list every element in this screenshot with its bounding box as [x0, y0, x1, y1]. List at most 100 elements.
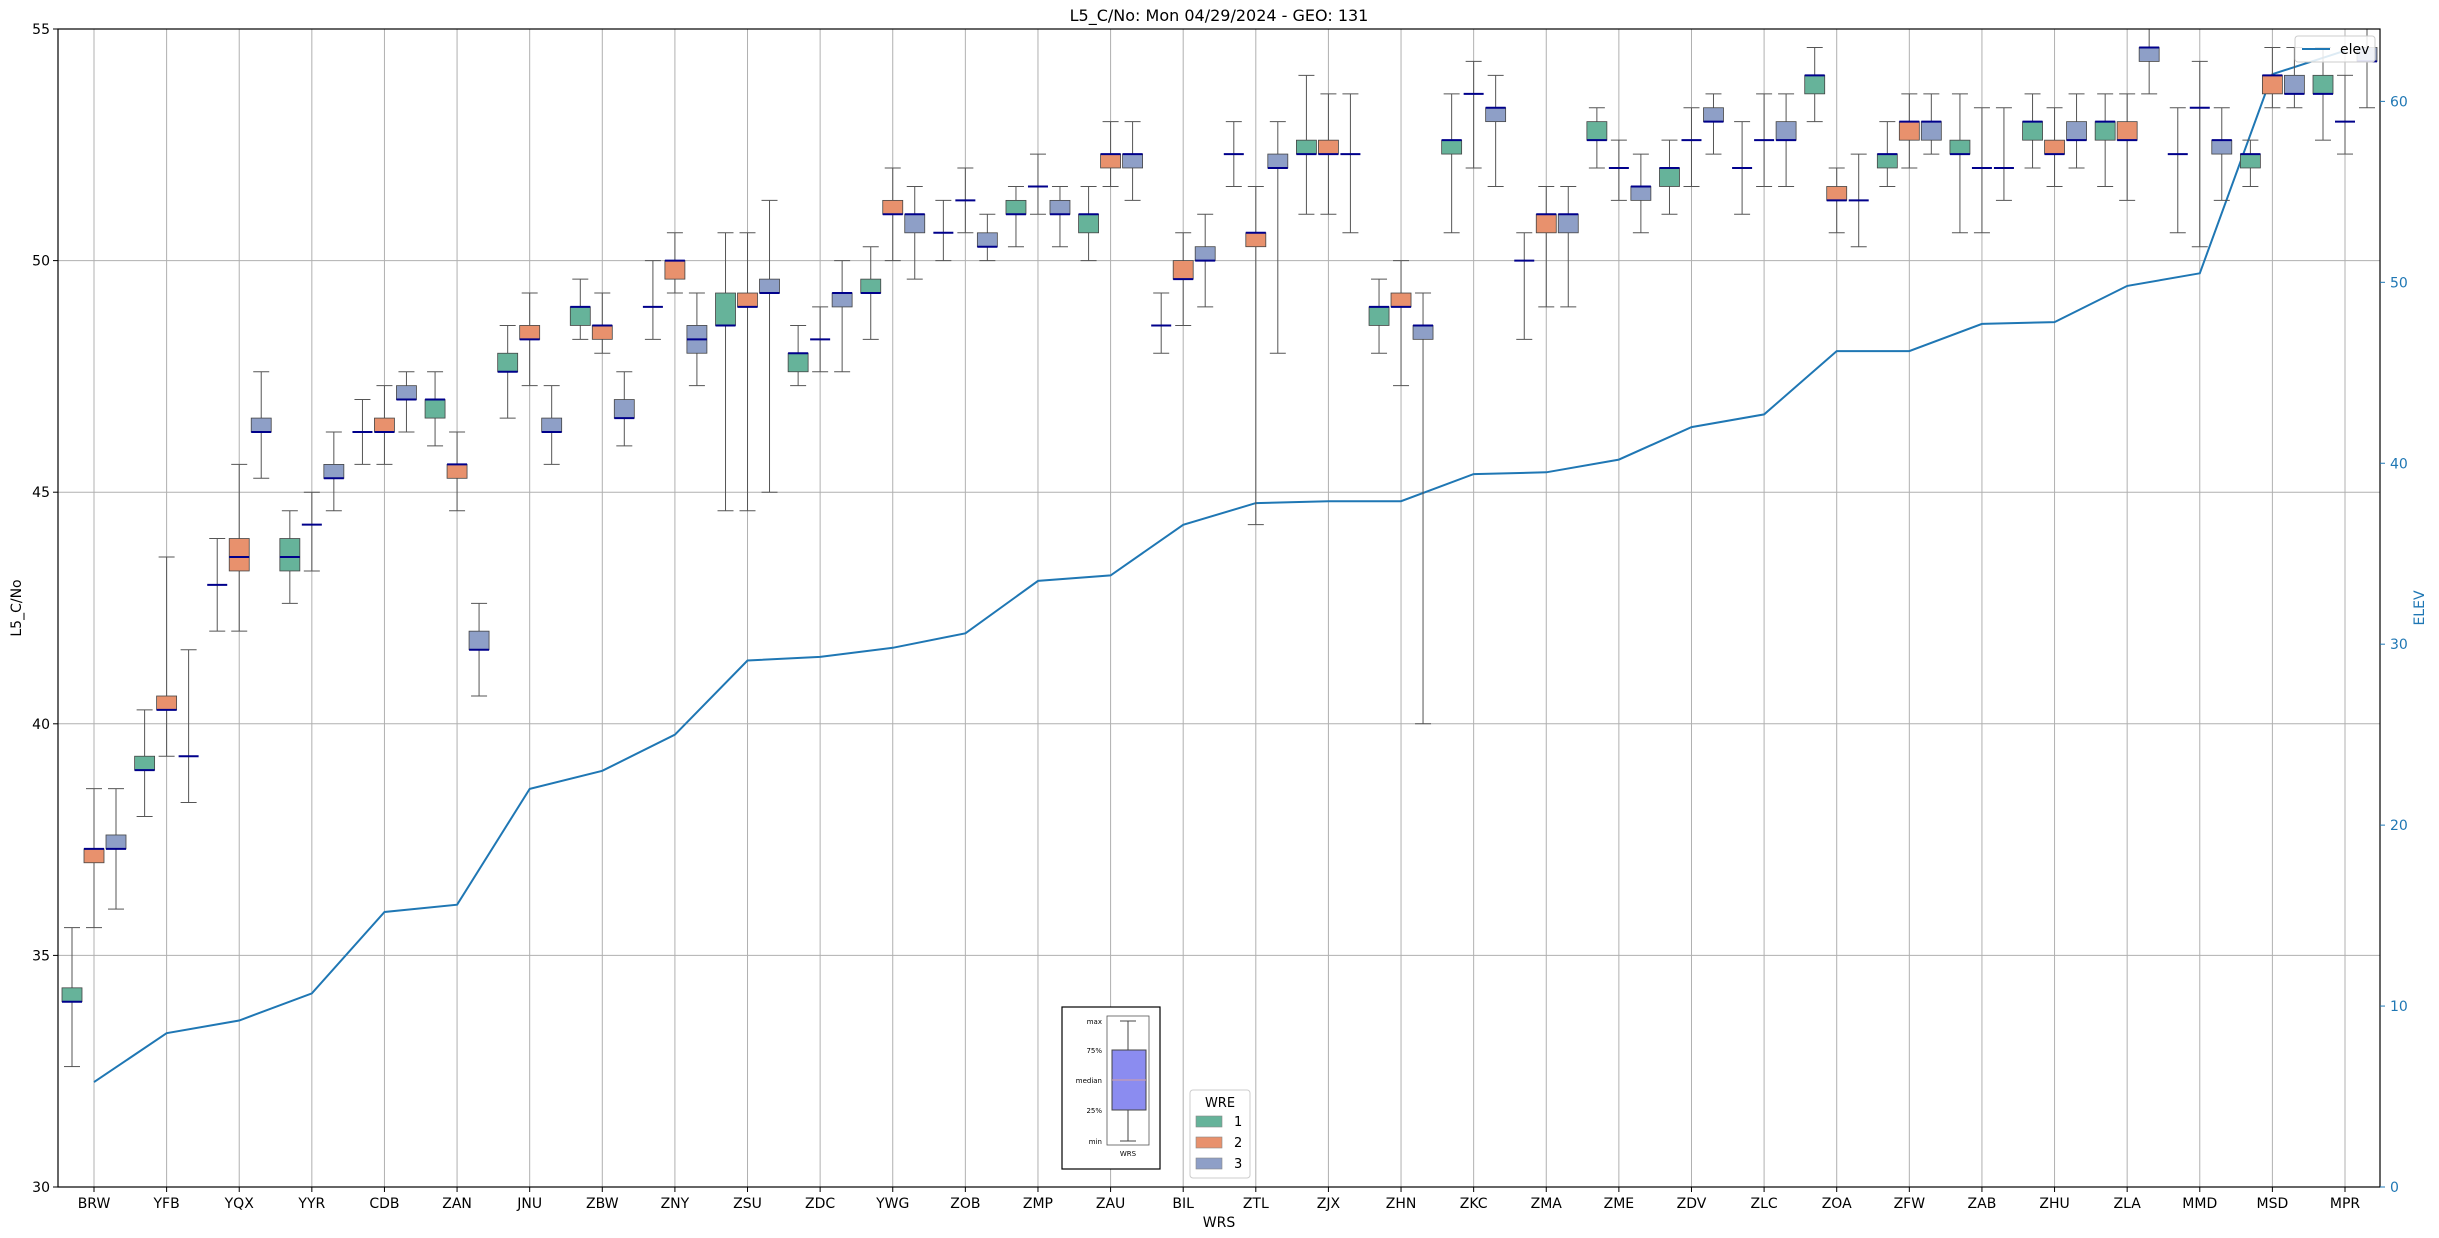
box-wre-1 — [1441, 93, 1463, 234]
box-iqr — [468, 630, 490, 651]
box-wre-3 — [1267, 121, 1289, 354]
x-tick-label: ZOB — [950, 1196, 980, 1212]
box-wre-2 — [2116, 93, 2138, 201]
box-wre-3 — [2066, 93, 2087, 169]
box-wre-2 — [519, 292, 541, 387]
box-iqr — [1804, 74, 1826, 95]
y-tick-label: 40 — [32, 717, 50, 733]
box-wre-3 — [831, 260, 853, 373]
box-iqr — [105, 834, 127, 850]
box-iqr — [424, 399, 446, 419]
inset-label-median: median — [1076, 1077, 1102, 1085]
box-iqr — [737, 292, 758, 308]
elev-legend-frame — [2294, 35, 2376, 63]
box-wre-2 — [228, 463, 250, 632]
wre-legend: WRE 1 2 3 — [1189, 1089, 1251, 1179]
box-wre-1 — [2022, 93, 2043, 169]
x-tick-label: ZBW — [586, 1196, 619, 1212]
box-wre-2 — [1027, 153, 1048, 215]
box-wre-2 — [1100, 121, 1121, 187]
wre-legend-label-3: 3 — [1234, 1157, 1242, 1172]
box-iqr — [1172, 260, 1194, 280]
y2-tick-label: 10 — [2390, 999, 2408, 1015]
box-wre-2 — [1172, 232, 1194, 326]
box-wre-1 — [933, 199, 954, 262]
box-iqr — [1659, 167, 1680, 187]
y-tick-label: 30 — [32, 1180, 50, 1196]
wre-legend-label-1: 1 — [1234, 1115, 1242, 1130]
x-tick-label: MSD — [2257, 1196, 2289, 1212]
x-tick-label: ZLA — [2114, 1196, 2142, 1212]
box-wre-3 — [759, 199, 780, 493]
box-iqr — [1100, 153, 1121, 169]
box-wre-1 — [1368, 278, 1390, 354]
box-iqr — [1267, 153, 1289, 169]
x-tick-label: ZMP — [1023, 1196, 1053, 1212]
box-wre-2 — [955, 167, 976, 234]
box-iqr — [2239, 153, 2261, 169]
box-iqr — [787, 352, 809, 373]
box-wre-1 — [569, 278, 591, 340]
box-wre-2 — [664, 232, 686, 294]
box-wre-2 — [2044, 107, 2065, 187]
x-tick-label: CDB — [369, 1196, 399, 1212]
inset-inner-frame — [1106, 1015, 1150, 1146]
box-wre-1 — [1296, 74, 1317, 215]
box-iqr — [1775, 121, 1797, 141]
box-iqr — [2283, 74, 2305, 95]
y2-axis-label: ELEV — [2412, 590, 2428, 625]
box-iqr — [497, 352, 519, 373]
x-tick-label: MMD — [2182, 1196, 2217, 1212]
box-iqr — [61, 987, 83, 1003]
box-iqr — [1441, 139, 1463, 155]
box-wre-3 — [1557, 185, 1579, 308]
x-tick-label: ZLC — [1751, 1196, 1778, 1212]
box-wre-1 — [1659, 139, 1680, 215]
box-wre-3 — [396, 371, 417, 433]
box-iqr — [1318, 139, 1339, 155]
box-wre-3 — [323, 431, 345, 512]
box-wre-2 — [1971, 107, 1992, 234]
box-wre-1 — [352, 399, 373, 465]
box-wre-1 — [424, 371, 446, 447]
box-iqr — [1898, 121, 1920, 141]
box-wre-2 — [882, 167, 904, 262]
box-wre-1 — [497, 324, 519, 419]
box-wre-1 — [1078, 185, 1099, 262]
box-wre-3 — [1920, 93, 1942, 155]
box-iqr — [1703, 107, 1724, 123]
box-iqr — [715, 292, 736, 326]
box-iqr — [759, 278, 780, 294]
wre-legend-frame — [1189, 1089, 1251, 1179]
y2-tick-label: 30 — [2390, 637, 2408, 653]
box-wre-2 — [374, 385, 395, 465]
box-wre-2 — [2189, 60, 2210, 248]
box-iqr — [1078, 213, 1099, 234]
box-iqr — [976, 232, 998, 248]
box-wre-2 — [2261, 47, 2283, 109]
box-iqr — [1412, 325, 1434, 340]
box-wre-1 — [1223, 121, 1244, 187]
x-tick-label: ZKC — [1460, 1196, 1488, 1212]
box-wre-3 — [1485, 74, 1507, 187]
box-iqr — [396, 385, 417, 400]
box-wre-2 — [301, 491, 322, 572]
y-tick-label: 45 — [32, 485, 50, 501]
box-iqr — [2138, 47, 2160, 62]
x-tick-label: ZDV — [1677, 1196, 1707, 1212]
box-wre-3 — [468, 602, 490, 697]
x-tick-label: ZTL — [1243, 1196, 1269, 1212]
y2-tick-label: 60 — [2390, 94, 2408, 110]
box-wre-1 — [715, 232, 736, 512]
box-wre-3 — [541, 385, 563, 465]
box-layer — [61, 28, 2378, 1068]
box-wre-2 — [1463, 60, 1484, 169]
box-wre-2 — [1535, 185, 1557, 308]
wre-legend-title: WRE — [1205, 1096, 1235, 1111]
box-iqr — [831, 292, 853, 308]
box-wre-1 — [1876, 121, 1898, 187]
x-tick-label: MPR — [2330, 1196, 2361, 1212]
box-wre-3 — [1194, 213, 1216, 308]
box-wre-2 — [2335, 74, 2355, 155]
box-iqr — [519, 325, 541, 340]
